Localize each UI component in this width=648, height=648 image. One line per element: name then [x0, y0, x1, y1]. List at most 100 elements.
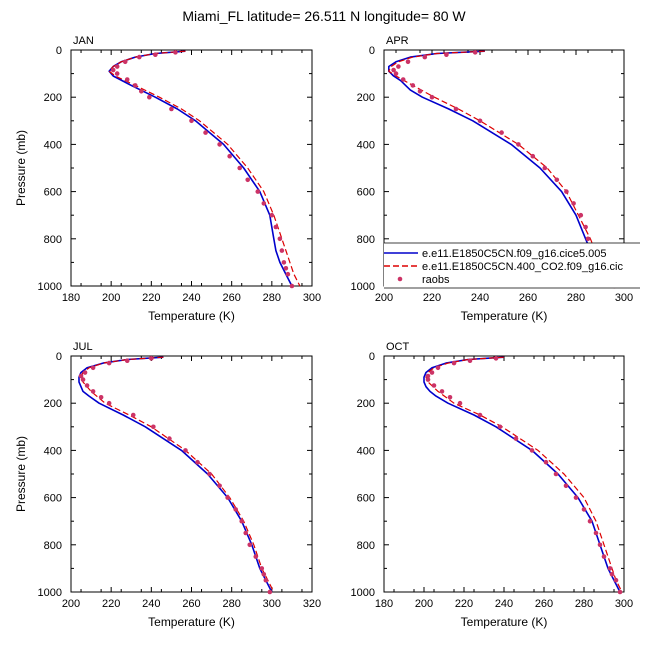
legend-background [384, 243, 640, 288]
series-line-control [78, 356, 273, 593]
raobs-point [405, 59, 411, 65]
raobs-point [124, 358, 130, 364]
legend-marker-raobs [397, 276, 403, 282]
plot-frame [383, 355, 625, 593]
x-tick-label: 260 [182, 598, 200, 610]
x-tick-label: 220 [423, 292, 441, 304]
raobs-point [227, 153, 232, 159]
raobs-point [530, 153, 536, 159]
y-tick-label: 1000 [38, 281, 62, 293]
raobs-point [98, 395, 104, 400]
raobs-point [493, 356, 499, 361]
x-tick-label: 220 [102, 598, 120, 610]
series-line-control [387, 50, 616, 287]
series-line-co2 [425, 356, 623, 593]
y-tick-label: 800 [44, 540, 62, 552]
raobs-point [571, 201, 576, 206]
x-tick-label: 280 [575, 598, 593, 610]
y-tick-label: 400 [357, 139, 375, 151]
series-line-co2 [80, 356, 275, 593]
y-tick-label: 0 [369, 45, 375, 57]
x-tick-label: 280 [222, 598, 240, 610]
x-tick-label: 260 [222, 292, 240, 304]
raobs-point [203, 130, 208, 135]
raobs-point [263, 577, 269, 583]
raobs-point [239, 518, 245, 524]
raobs-point [273, 224, 279, 230]
y-tick-label: 600 [357, 187, 375, 199]
series-line-control [423, 356, 621, 593]
panels: JAN 180 200 220 240 260 280 300 0 200 400 600 800 100… [14, 35, 633, 629]
legend: e.e11.E1850C5CN.f09_g16.cice5.005e.e11.E… [384, 242, 640, 289]
raobs-point [477, 412, 483, 418]
raobs-point [247, 542, 253, 548]
raobs-point [457, 400, 463, 406]
raobs-point [289, 283, 295, 289]
raobs-point [425, 373, 431, 379]
raobs-point [583, 224, 588, 230]
raobs-point [499, 130, 504, 135]
x-tick-label: 240 [495, 598, 513, 610]
raobs-point [587, 518, 593, 524]
raobs-point [516, 142, 521, 147]
series-line-co2 [108, 50, 301, 287]
raobs-point [217, 142, 222, 147]
raobs-point [444, 52, 449, 58]
plot-frame [70, 355, 313, 593]
raobs-point [169, 106, 174, 112]
series-line-co2 [388, 50, 615, 287]
raobs-point [106, 360, 112, 366]
x-tick-label: 220 [455, 598, 473, 610]
x-tick-label: 300 [263, 598, 281, 610]
raobs-point [601, 554, 607, 559]
x-tick-label: 220 [142, 292, 160, 304]
y-tick-label: 400 [44, 445, 62, 457]
panel-title: JUL [73, 341, 93, 353]
raobs-point [136, 54, 142, 60]
y-tick-label: 0 [56, 351, 62, 363]
raobs-point [122, 59, 128, 65]
raobs-point [90, 389, 96, 394]
raobs-point [132, 83, 138, 88]
raobs-point [417, 89, 423, 94]
raobs-point [425, 377, 431, 382]
raobs-point [573, 495, 579, 500]
legend-label: raobs [422, 274, 450, 286]
x-tick-label: 240 [182, 292, 200, 304]
y-tick-label: 200 [357, 398, 375, 410]
raobs-point [269, 212, 275, 218]
raobs-point [435, 365, 441, 371]
x-tick-label: 280 [567, 292, 585, 304]
raobs-point [396, 64, 401, 69]
raobs-point [225, 495, 230, 500]
raobs-point [593, 530, 599, 536]
raobs-point [613, 577, 619, 583]
raobs-point [138, 89, 144, 94]
raobs-point [564, 189, 569, 194]
raobs-point [467, 358, 473, 364]
raobs-point [151, 424, 156, 430]
raobs-point [393, 71, 399, 76]
raobs-point [149, 356, 154, 361]
x-axis-label: Temperature (K) [461, 309, 548, 323]
raobs-point [429, 370, 435, 375]
y-tick-label: 800 [357, 234, 375, 246]
raobs-point [173, 50, 178, 55]
raobs-point [110, 67, 116, 73]
x-tick-label: 200 [62, 598, 80, 610]
raobs-point [281, 260, 287, 265]
x-axis-label: Temperature (K) [148, 309, 235, 323]
y-tick-label: 0 [369, 351, 375, 363]
raobs-point [114, 64, 120, 69]
raobs-point [453, 106, 459, 112]
raobs-point [597, 542, 603, 548]
x-axis-label: Temperature (K) [148, 615, 235, 629]
raobs-point [207, 471, 212, 477]
raobs-point [451, 360, 457, 366]
x-tick-label: 200 [375, 292, 393, 304]
y-tick-label: 600 [44, 187, 62, 199]
y-axis-label: Pressure (mb) [14, 130, 28, 206]
raobs-point [513, 436, 519, 441]
y-tick-label: 0 [56, 45, 62, 57]
raobs-point [553, 471, 559, 477]
